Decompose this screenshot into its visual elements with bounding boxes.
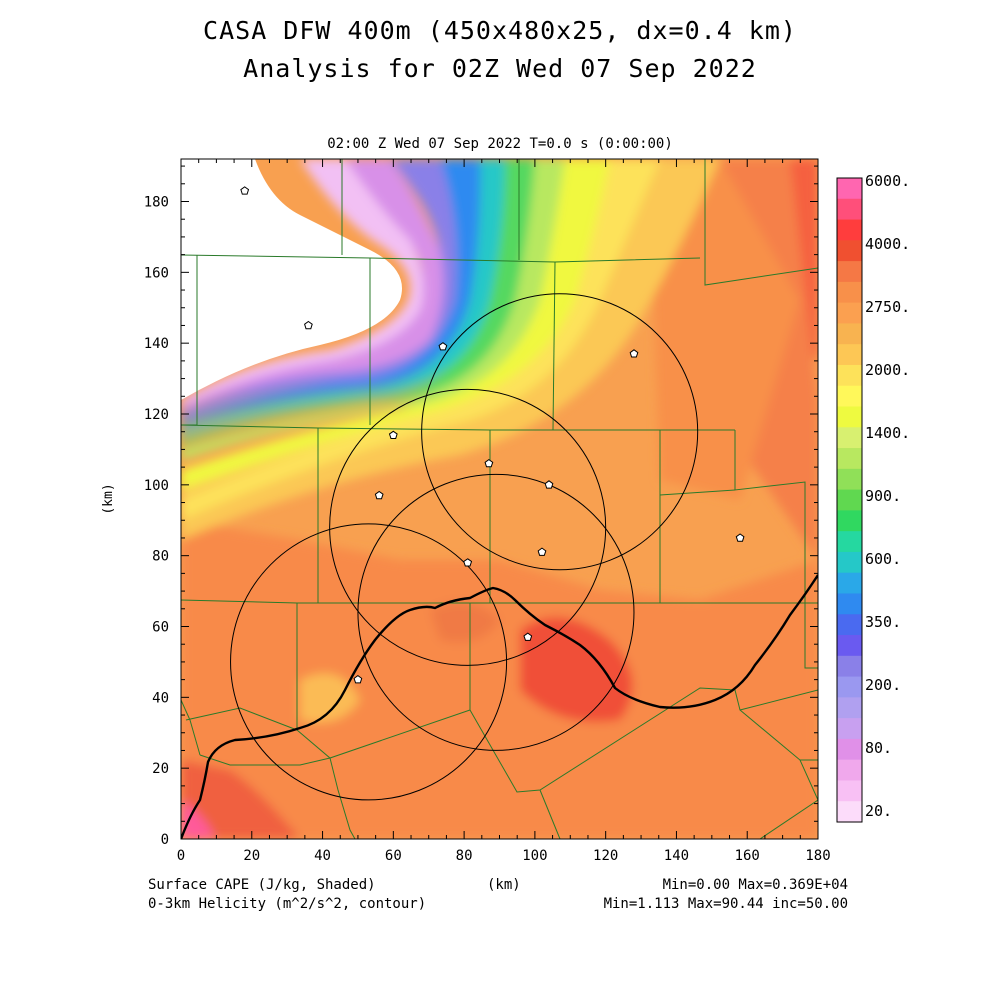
colorbar-swatch (837, 344, 862, 366)
city-markers (240, 186, 745, 684)
colorbar-swatch (837, 302, 862, 325)
colorbar-swatch (837, 468, 862, 491)
colorbar-swatch (837, 510, 862, 532)
colorbar-swatch (837, 178, 862, 200)
city-marker (523, 632, 533, 641)
city-marker (484, 458, 494, 468)
colorbar-swatch (837, 759, 862, 782)
radar-range-rings (230, 293, 699, 801)
city-marker (304, 320, 313, 330)
city-marker (544, 480, 554, 489)
helicity-contour (181, 574, 818, 839)
city-marker (438, 342, 448, 351)
y-tick-label: 40 (152, 690, 169, 706)
valid-time-label: 02:00 Z Wed 07 Sep 2022 T=0.0 s (0:00:00… (327, 136, 673, 152)
x-axis-label: (km) (487, 877, 521, 893)
x-tick-label: 60 (385, 848, 402, 864)
x-tick-label: 160 (735, 848, 760, 864)
colorbar: 6000. 4000. 2750. 2000. 1400. 900. 600. 350. 200… (836, 172, 910, 823)
colorbar-swatch (837, 219, 862, 241)
radar-range-ring (329, 388, 607, 666)
x-tick-label: 0 (177, 848, 185, 864)
y-tick-label: 80 (152, 549, 169, 565)
colorbar-label: 600. (865, 550, 901, 568)
county-boundaries (181, 159, 818, 839)
colorbar-swatch (837, 406, 862, 428)
x-tick-label: 40 (314, 848, 331, 864)
y-tick-label: 140 (144, 336, 169, 352)
colorbar-swatch (837, 198, 862, 221)
x-tick-label: 80 (456, 848, 473, 864)
colorbar-label: 1400. (865, 424, 910, 442)
city-marker (629, 349, 639, 358)
x-tick-label: 20 (243, 848, 260, 864)
colorbar-swatch (837, 261, 862, 283)
footer-field-label: Surface CAPE (J/kg, Shaded) (148, 877, 376, 893)
colorbar-swatch (837, 697, 862, 719)
radar-range-ring (357, 473, 635, 751)
x-tick-label: 140 (664, 848, 689, 864)
colorbar-swatch (837, 614, 862, 636)
colorbar-label: 20. (865, 802, 892, 820)
x-tick-label: 100 (522, 848, 547, 864)
x-tick-label: 180 (805, 848, 830, 864)
colorbar-swatch (837, 448, 862, 470)
colorbar-label: 2750. (865, 298, 910, 316)
radar-range-ring (421, 293, 699, 571)
footer-field-minmax: Min=0.00 Max=0.369E+04 (662, 877, 848, 893)
y-tick-label: 120 (144, 407, 169, 423)
colorbar-swatch (837, 572, 862, 595)
y-tick-label: 160 (144, 265, 169, 281)
chart-subtitle: Analysis for 02Z Wed 07 Sep 2022 (243, 54, 757, 83)
colorbar-swatch (837, 635, 862, 657)
colorbar-swatch (837, 281, 862, 304)
colorbar-label: 200. (865, 676, 901, 694)
radar-range-ring (230, 523, 508, 801)
colorbar-swatch (837, 801, 862, 823)
y-tick-label: 20 (152, 761, 169, 777)
colorbar-swatch (837, 676, 862, 698)
footer-contour-minmax: Min=1.113 Max=90.44 inc=50.00 (603, 896, 848, 912)
colorbar-swatch (837, 531, 862, 553)
colorbar-swatch (837, 364, 862, 387)
y-tick-label: 100 (144, 478, 169, 494)
x-tick-label: 120 (593, 848, 618, 864)
city-marker (353, 674, 363, 684)
y-tick-label: 0 (161, 832, 169, 848)
cape-shading (181, 159, 818, 839)
city-marker (388, 430, 398, 439)
colorbar-swatch (837, 427, 862, 449)
colorbar-label: 4000. (865, 235, 910, 253)
colorbar-swatch (837, 240, 862, 262)
colorbar-label: 350. (865, 613, 901, 631)
colorbar-swatch (837, 385, 862, 408)
city-marker (463, 558, 473, 567)
colorbar-swatch (837, 718, 862, 740)
city-marker (735, 533, 745, 542)
city-marker (374, 490, 384, 500)
colorbar-label: 900. (865, 487, 901, 505)
colorbar-swatch (837, 593, 862, 615)
axes: 0 20 40 60 80 100 120 140 160 180 0 20 40 60 80 100 120 1… (144, 159, 831, 864)
colorbar-swatch (837, 780, 862, 802)
chart-title: CASA DFW 400m (450x480x25, dx=0.4 km) (203, 16, 797, 45)
colorbar-swatch (837, 323, 862, 345)
city-marker (537, 547, 547, 556)
colorbar-frame (836, 177, 863, 823)
colorbar-swatch (837, 738, 862, 761)
y-axis-label: (km) (101, 483, 116, 514)
city-marker (240, 186, 250, 195)
colorbar-swatch (837, 551, 862, 574)
colorbar-label: 2000. (865, 361, 910, 379)
footer-contour-label: 0-3km Helicity (m^2/s^2, contour) (148, 896, 427, 912)
y-tick-label: 60 (152, 620, 169, 636)
y-tick-label: 180 (144, 195, 169, 211)
colorbar-label: 80. (865, 739, 892, 757)
colorbar-swatch (837, 655, 862, 678)
colorbar-label: 6000. (865, 172, 910, 190)
colorbar-swatch (837, 489, 862, 511)
